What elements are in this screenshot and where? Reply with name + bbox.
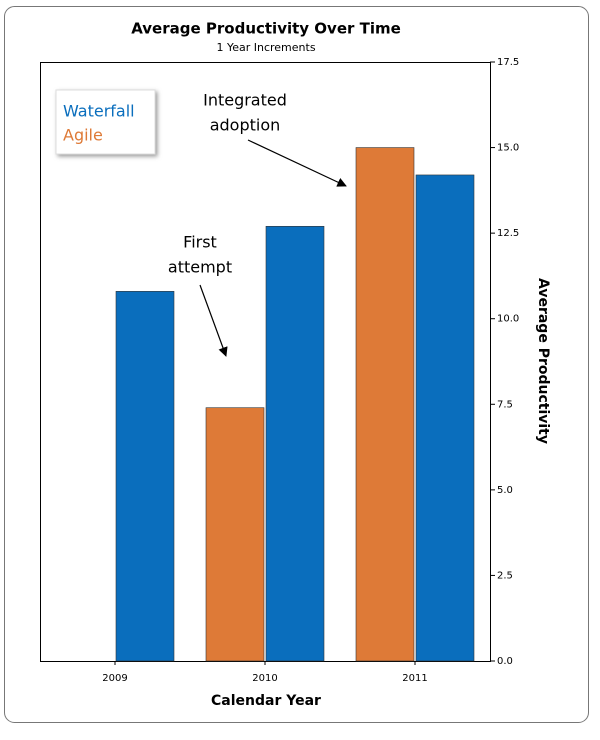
legend-box	[55, 89, 156, 155]
chart-title: Average Productivity Over Time	[131, 20, 401, 38]
x-tick-label: 2010	[252, 673, 277, 684]
annotation-arrow	[247, 139, 347, 187]
y-tick-label: 5.0	[497, 485, 513, 496]
bar	[115, 291, 175, 662]
y-tick-label: 10.0	[497, 314, 519, 325]
legend-entry: Waterfall	[63, 102, 135, 121]
annotation-text: First	[183, 233, 217, 252]
annotation-text: attempt	[168, 258, 232, 277]
y-axis-label: Average Productivity	[535, 278, 551, 444]
bar	[205, 407, 265, 662]
chart-subtitle: 1 Year Increments	[216, 41, 315, 54]
bar	[415, 174, 475, 662]
annotation-text: adoption	[210, 116, 281, 135]
x-tick-label: 2011	[402, 673, 427, 684]
annotation-text: Integrated	[203, 91, 287, 110]
annotation-arrow	[199, 284, 228, 357]
legend-entry: Agile	[63, 126, 103, 145]
bar	[265, 225, 325, 662]
y-tick-label: 17.5	[497, 57, 519, 68]
bar	[355, 147, 415, 662]
x-tick-label: 2009	[102, 673, 127, 684]
y-tick-label: 2.5	[497, 570, 513, 581]
y-tick-label: 0.0	[497, 656, 513, 667]
y-tick-label: 15.0	[497, 143, 519, 154]
y-tick-label: 12.5	[497, 228, 519, 239]
y-tick-label: 7.5	[497, 399, 513, 410]
x-axis-label: Calendar Year	[211, 693, 321, 709]
